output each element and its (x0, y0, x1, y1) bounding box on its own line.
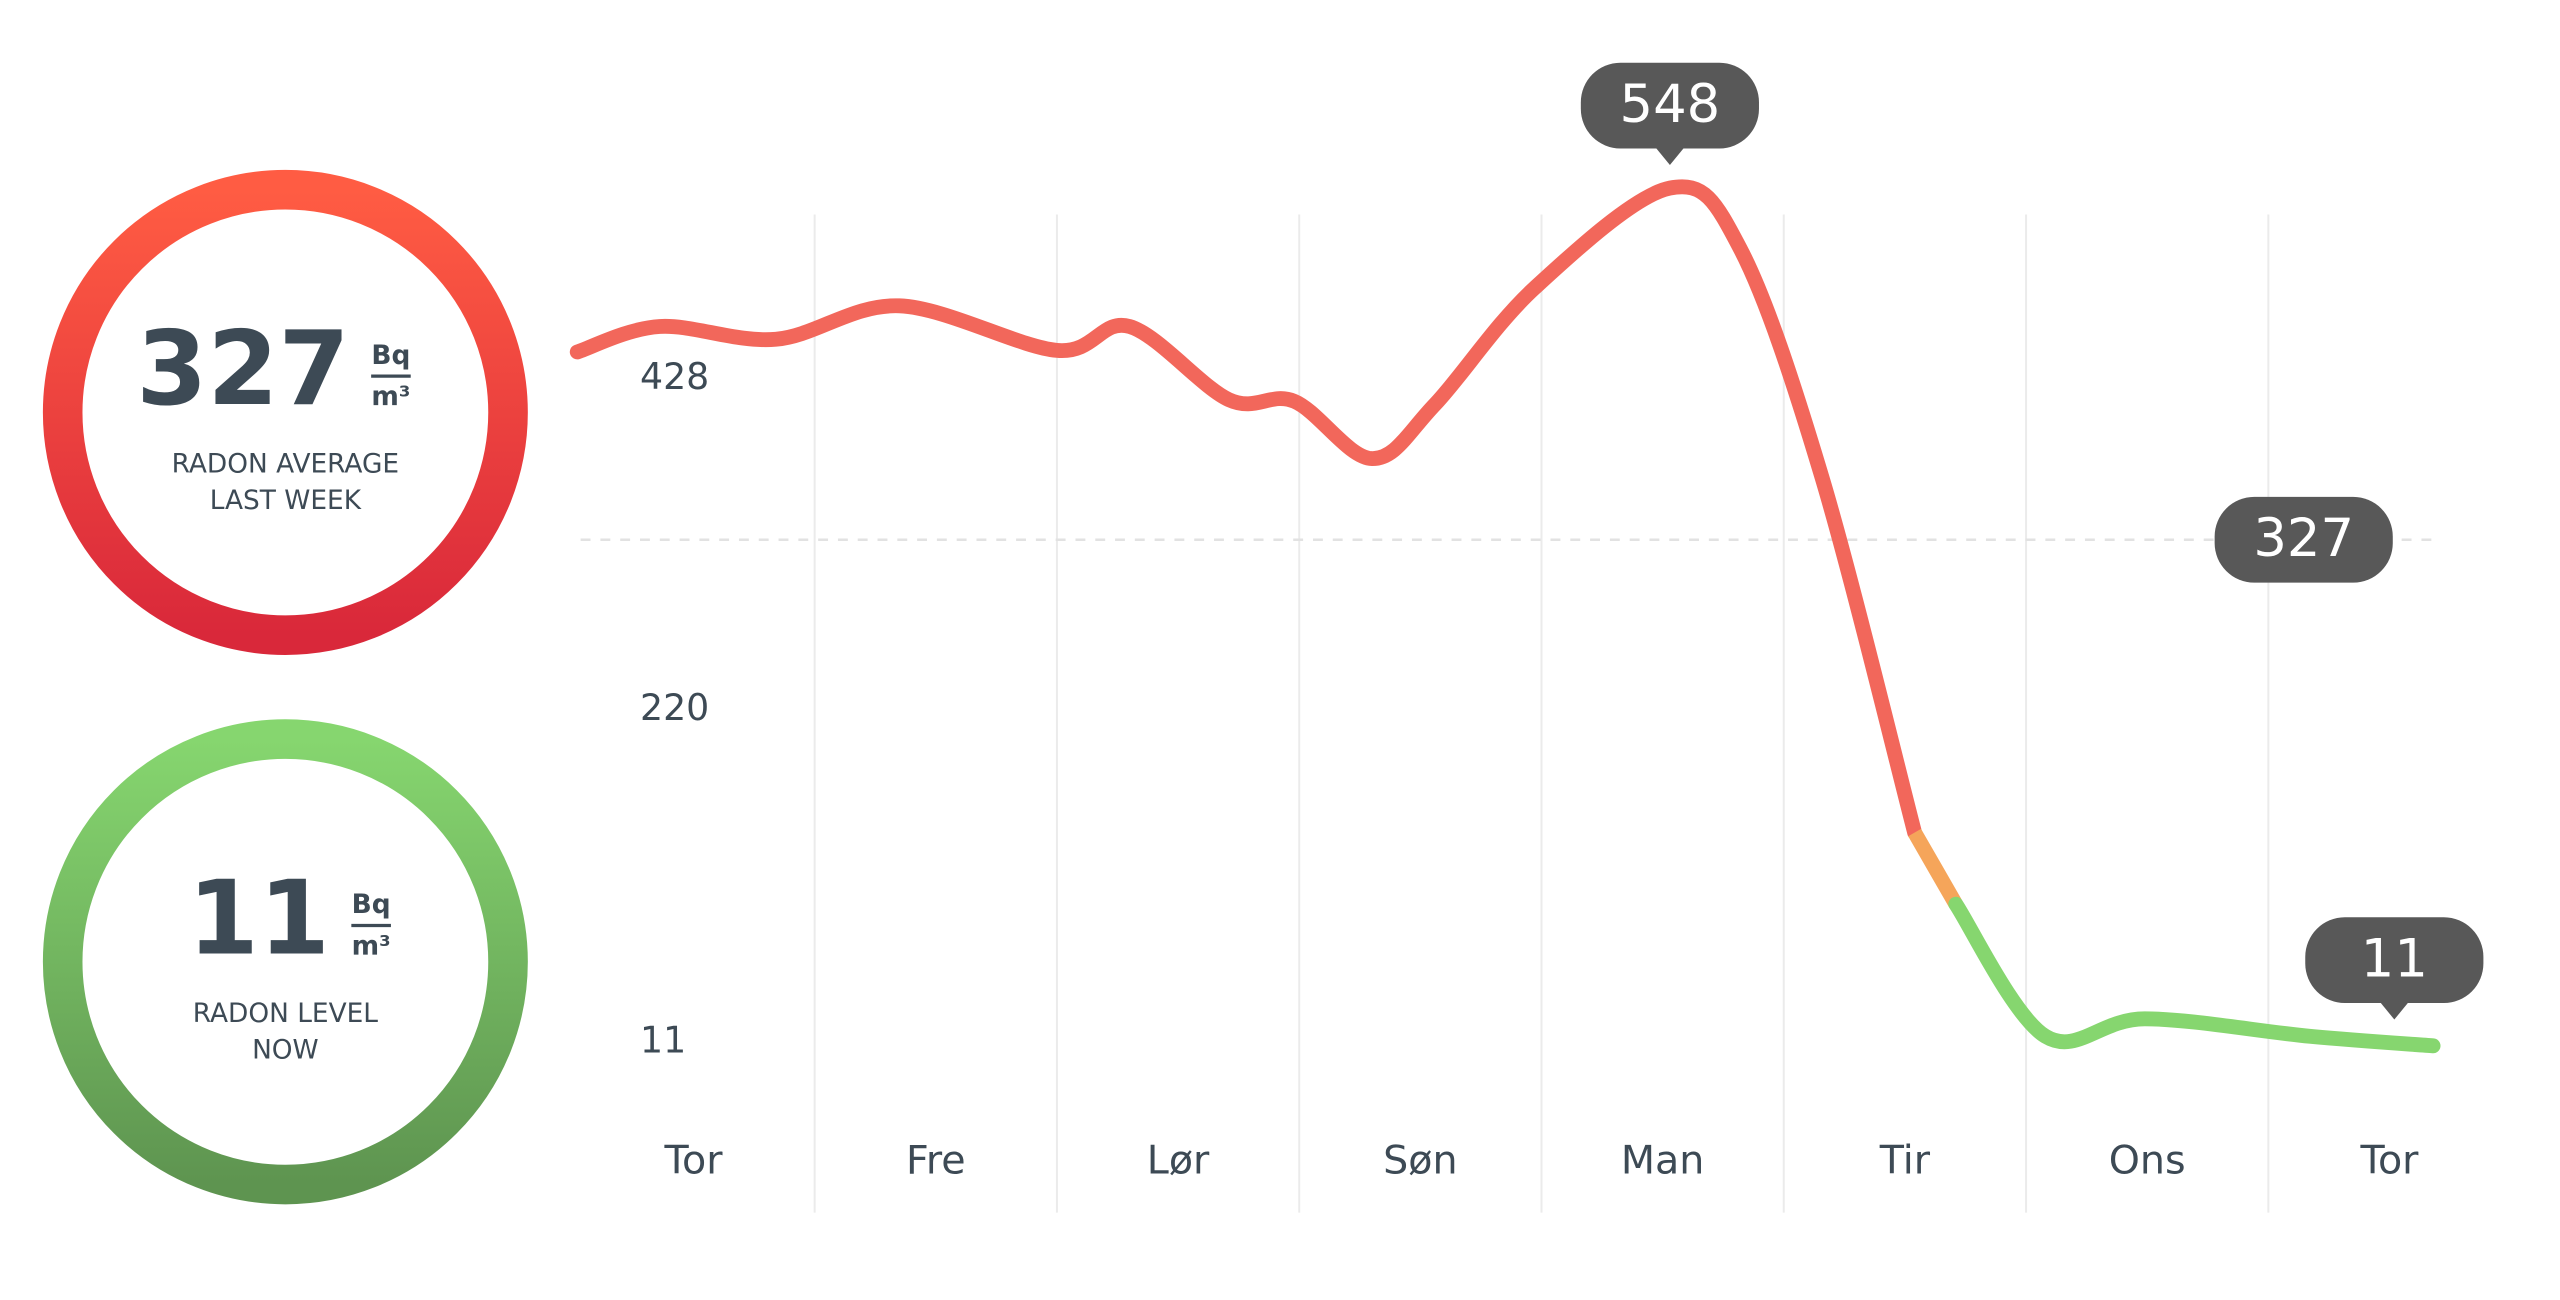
tooltip-value: 548 (1620, 74, 1721, 135)
x-tick-label: Fre (906, 1138, 966, 1184)
annotation: 11 (2305, 917, 2484, 1020)
data-line (1948, 896, 2441, 1054)
x-tick-label: Ons (2109, 1138, 2186, 1184)
card-unit-bottom: m³ (371, 382, 410, 412)
annotation: 548 (1580, 62, 1759, 165)
card-unit-bottom: m³ (352, 931, 391, 961)
data-line (569, 179, 1923, 841)
y-tick-label: 428 (640, 355, 709, 398)
tooltip-pointer (2379, 1001, 2410, 1020)
tooltip-value: 11 (2361, 928, 2428, 989)
reference-label: 327 (2214, 496, 2393, 583)
card-value: 327 (136, 310, 349, 429)
card-label: NOW (252, 1035, 319, 1065)
card-value: 11 (188, 859, 330, 978)
card-label: LAST WEEK (210, 486, 362, 516)
tooltip-box (1580, 62, 1759, 149)
gauge-ring (42, 169, 528, 655)
card-label: RADON LEVEL (193, 999, 379, 1029)
card-unit-top: Bq (352, 890, 391, 920)
tooltip-box (2305, 917, 2484, 1004)
data-line (1908, 828, 1963, 908)
x-tick-label: Tor (2360, 1138, 2420, 1184)
tooltip-box (2214, 496, 2393, 583)
x-tick-label: Lør (1147, 1138, 1210, 1184)
tooltip-pointer (1655, 146, 1685, 165)
y-tick-label: 11 (640, 1019, 686, 1062)
tooltip-value: 327 (2253, 508, 2354, 569)
gauge-ring (42, 719, 528, 1205)
card-label: RADON AVERAGE (172, 450, 399, 480)
x-tick-label: Tir (1879, 1138, 1931, 1184)
card-unit-top: Bq (371, 341, 410, 371)
x-tick-label: Man (1621, 1138, 1704, 1184)
x-tick-label: Tor (664, 1138, 724, 1184)
x-tick-label: Søn (1383, 1138, 1457, 1184)
y-tick-label: 220 (640, 686, 709, 729)
